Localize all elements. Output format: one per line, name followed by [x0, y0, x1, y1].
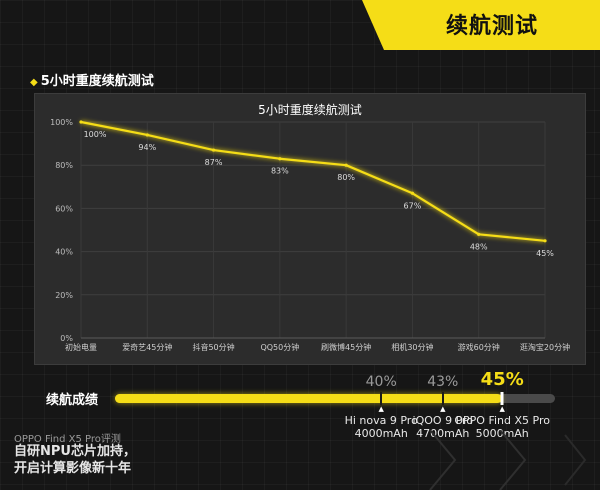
data-point [344, 163, 348, 167]
diamond-icon: ◆ [30, 77, 38, 88]
banner-title: 续航测试 [445, 14, 538, 39]
x-tick-label: 抖音50分钟 [192, 342, 234, 352]
endurance-marker [380, 392, 383, 405]
endurance-label: 续航成绩 [46, 393, 99, 408]
data-label: 80% [337, 173, 355, 182]
x-tick-label: 游戏60分钟 [458, 342, 500, 352]
data-label: 94% [138, 143, 156, 152]
phone-model: iQOO 9 Pro [412, 414, 474, 427]
phone-battery: 4700mAh [416, 427, 470, 440]
y-tick-label: 60% [55, 204, 73, 213]
y-tick-label: 0% [60, 334, 73, 343]
pointer-triangle-icon: ▲ [440, 405, 446, 413]
data-label: 48% [470, 242, 488, 251]
pointer-triangle-icon: ▲ [378, 405, 384, 413]
data-label: 83% [271, 167, 289, 176]
endurance-fill [115, 394, 503, 403]
chart-panel: 5小时重度续航测试 0% 20% 40% 60% 80% 100% 初始电量 爱奇艺45分钟 抖… [34, 93, 586, 365]
footer-caption: OPPO Find X5 Pro评测 [14, 434, 121, 445]
header-banner: 续航测试 [362, 0, 600, 50]
endurance-pct-2: 45% [480, 369, 524, 390]
data-point [278, 157, 282, 161]
y-tick-label: 80% [55, 161, 73, 170]
endurance-pct-1: 43% [427, 374, 459, 390]
battery-series-line [80, 120, 546, 242]
endurance-marker [500, 392, 504, 405]
footer-slogan-line1: 自研NPU芯片加持， [14, 444, 136, 459]
x-tick-label: 初始电量 [65, 342, 97, 352]
data-point [410, 191, 415, 195]
endurance-pct-0: 40% [365, 374, 397, 390]
data-point [477, 232, 481, 236]
data-label: 100% [84, 130, 107, 139]
y-tick-label: 20% [55, 291, 73, 300]
section-heading: ◆ 5小时重度续航测试 [30, 70, 154, 89]
phone-model: OPPO Find X5 Pro [454, 414, 550, 427]
data-point [145, 133, 149, 137]
pointer-triangle-icon: ▲ [499, 405, 505, 413]
chart-series [79, 120, 547, 243]
data-point [79, 120, 83, 124]
battery-line-chart: 5小时重度续航测试 0% 20% 40% 60% 80% 100% 初始电量 爱奇艺45分钟 抖… [50, 102, 570, 352]
footer-slogan: 自研NPU芯片加持， 开启计算影像新十年 [14, 443, 136, 477]
chart-data-labels: 100% 94% 87% 83% 80% 67% 48% 45% [84, 130, 555, 258]
x-tick-label: 爱奇艺45分钟 [122, 342, 172, 352]
y-tick-label: 40% [55, 248, 73, 257]
phone-battery: 4000mAh [354, 427, 408, 440]
x-tick-label: 逛淘宝20分钟 [520, 342, 570, 352]
chart-axes: 0% 20% 40% 60% 80% 100% 初始电量 爱奇艺45分钟 抖音50分钟 QQ50分… [50, 118, 570, 352]
endurance-marker [441, 392, 444, 405]
data-label: 67% [404, 201, 422, 210]
phone-label-0: ▲ Hi nova 9 Pro 4000mAh [345, 405, 418, 440]
data-point [543, 239, 547, 243]
x-tick-label: 刷微博45分钟 [321, 342, 371, 352]
section-title-text: 5小时重度续航测试 [40, 74, 154, 89]
x-tick-label: QQ50分钟 [260, 342, 299, 352]
data-point [211, 148, 216, 152]
chart-grid [80, 121, 546, 338]
decorative-chevrons [429, 430, 587, 490]
phone-model: Hi nova 9 Pro [344, 414, 418, 427]
footer-slogan-line2: 开启计算影像新十年 [14, 461, 132, 476]
y-tick-label: 100% [50, 118, 73, 127]
phone-label-1: ▲ iQOO 9 Pro 4700mAh [413, 405, 473, 440]
data-label: 87% [205, 158, 223, 167]
chart-title: 5小时重度续航测试 [258, 102, 362, 117]
x-tick-label: 相机30分钟 [391, 342, 433, 352]
data-label: 45% [536, 249, 554, 258]
